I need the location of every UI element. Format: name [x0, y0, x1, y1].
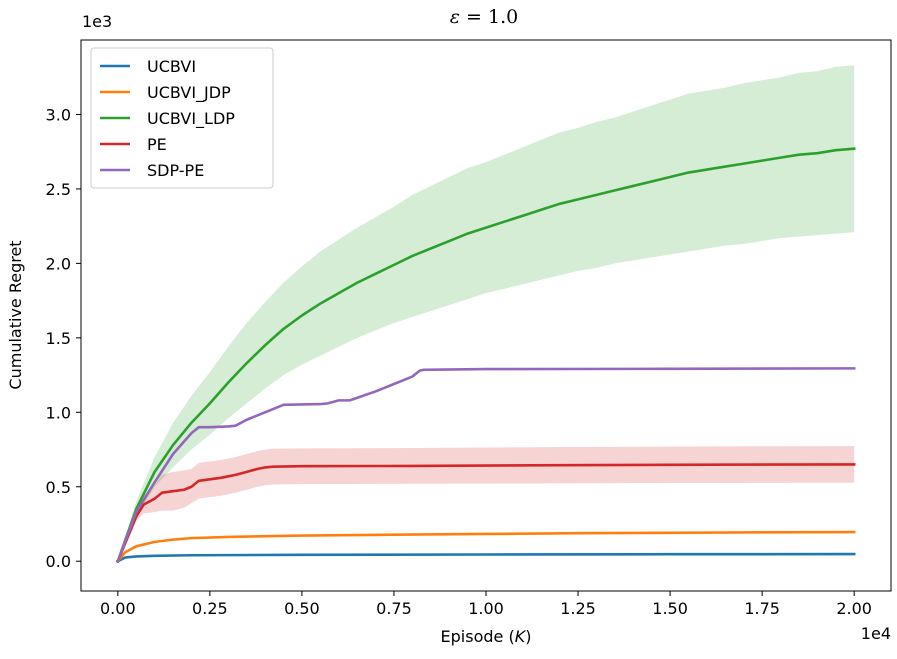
line-ucbvi-jdp — [115, 530, 856, 564]
y-tick-label: 0.5 — [46, 478, 71, 497]
x-tick-label: 0.50 — [284, 599, 320, 618]
x-tick-label: 1.25 — [560, 599, 596, 618]
y-tick-label: 1.0 — [46, 403, 71, 422]
legend-label-ucbvi-ldp: UCBVI_LDP — [147, 109, 235, 129]
legend-label-ucbvi: UCBVI — [147, 57, 196, 76]
x-axis-multiplier: 1e4 — [861, 624, 891, 643]
legend-box — [90, 47, 274, 189]
plot-area — [115, 65, 856, 564]
y-tick-label: 1.5 — [46, 329, 71, 348]
y-tick-label: 2.5 — [46, 180, 71, 199]
line-ucbvi — [116, 552, 856, 563]
title-epsilon: ε — [450, 6, 460, 28]
x-axis-label: Episode (K) — [441, 627, 532, 646]
x-tick-label: 0.00 — [100, 599, 136, 618]
legend-label-ucbvi-jdp: UCBVI_JDP — [147, 83, 231, 103]
y-tick-label: 0.0 — [46, 552, 71, 571]
y-tick-label: 3.0 — [46, 105, 71, 124]
x-axis-label-suffix: ) — [525, 627, 531, 646]
x-tick-label: 1.50 — [652, 599, 688, 618]
legend-label-sdp-pe: SDP-PE — [147, 161, 204, 180]
x-tick-label: 0.25 — [192, 599, 228, 618]
band-ucbvi-ldp — [117, 65, 855, 562]
y-axis-multiplier: 1e3 — [82, 12, 112, 31]
x-tick-label: 1.75 — [744, 599, 780, 618]
line-sdp-pe — [116, 367, 856, 563]
axis-ticks: 0.00 0.25 0.50 0.75 1.00 1.25 1.50 1.75 2.00 0.0 0… — [46, 105, 872, 618]
y-tick-label: 2.0 — [46, 254, 71, 273]
legend-label-pe: PE — [147, 135, 167, 154]
line-pe — [116, 463, 856, 563]
x-tick-label: 2.00 — [836, 599, 872, 618]
title-value: = 1.0 — [460, 6, 518, 28]
legend: UCBVI UCBVI_JDP UCBVI_LDP PE SDP-PE — [90, 47, 274, 189]
x-axis-label-prefix: Episode ( — [441, 627, 515, 646]
line-ucbvi-ldp — [116, 147, 856, 563]
y-axis-label: Cumulative Regret — [6, 240, 25, 389]
x-tick-label: 1.00 — [468, 599, 504, 618]
x-axis-label-var: K — [515, 627, 527, 646]
band-pe — [117, 446, 855, 562]
chart-title: ε = 1.0 — [450, 6, 518, 28]
x-tick-label: 0.75 — [376, 599, 412, 618]
